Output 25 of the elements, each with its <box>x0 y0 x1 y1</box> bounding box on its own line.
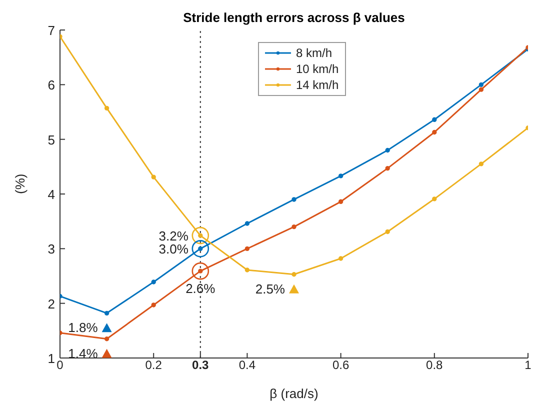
legend-label: 10 km/h <box>296 61 339 77</box>
x-tick-label: 0.8 <box>426 358 444 372</box>
annotation: 2.5% <box>255 281 286 296</box>
y-tick-label: 2 <box>48 296 55 312</box>
y-axis-title: (%) <box>12 174 28 194</box>
legend-label: 14 km/h <box>296 77 339 93</box>
y-tick-label: 3 <box>48 242 55 257</box>
x-tick-label: 0.2 <box>145 358 162 372</box>
y-tick-label: 6 <box>48 78 55 93</box>
x-tick-label: 1 <box>524 358 532 372</box>
legend-label: 8 km/h <box>296 45 332 61</box>
annotation: 2.6% <box>186 281 216 296</box>
x-tick-label: 0 <box>56 358 64 372</box>
y-tick-label: 4 <box>48 187 55 202</box>
y-tick-label: 7 <box>48 23 55 38</box>
x-axis-title: β (rad/s) <box>270 386 318 401</box>
x-tick-label: 0.3 <box>192 358 210 372</box>
annotation: 1.8% <box>68 320 98 336</box>
annotation: 1.4% <box>68 346 98 361</box>
x-tick-label: 0.6 <box>332 358 350 372</box>
y-tick-label: 5 <box>48 132 55 148</box>
annotation: 3.2% <box>158 228 189 244</box>
chart-title: Stride length errors across β values <box>183 10 405 25</box>
x-tick-label: 0.4 <box>238 358 256 372</box>
annotation: 3.0% <box>158 242 189 257</box>
